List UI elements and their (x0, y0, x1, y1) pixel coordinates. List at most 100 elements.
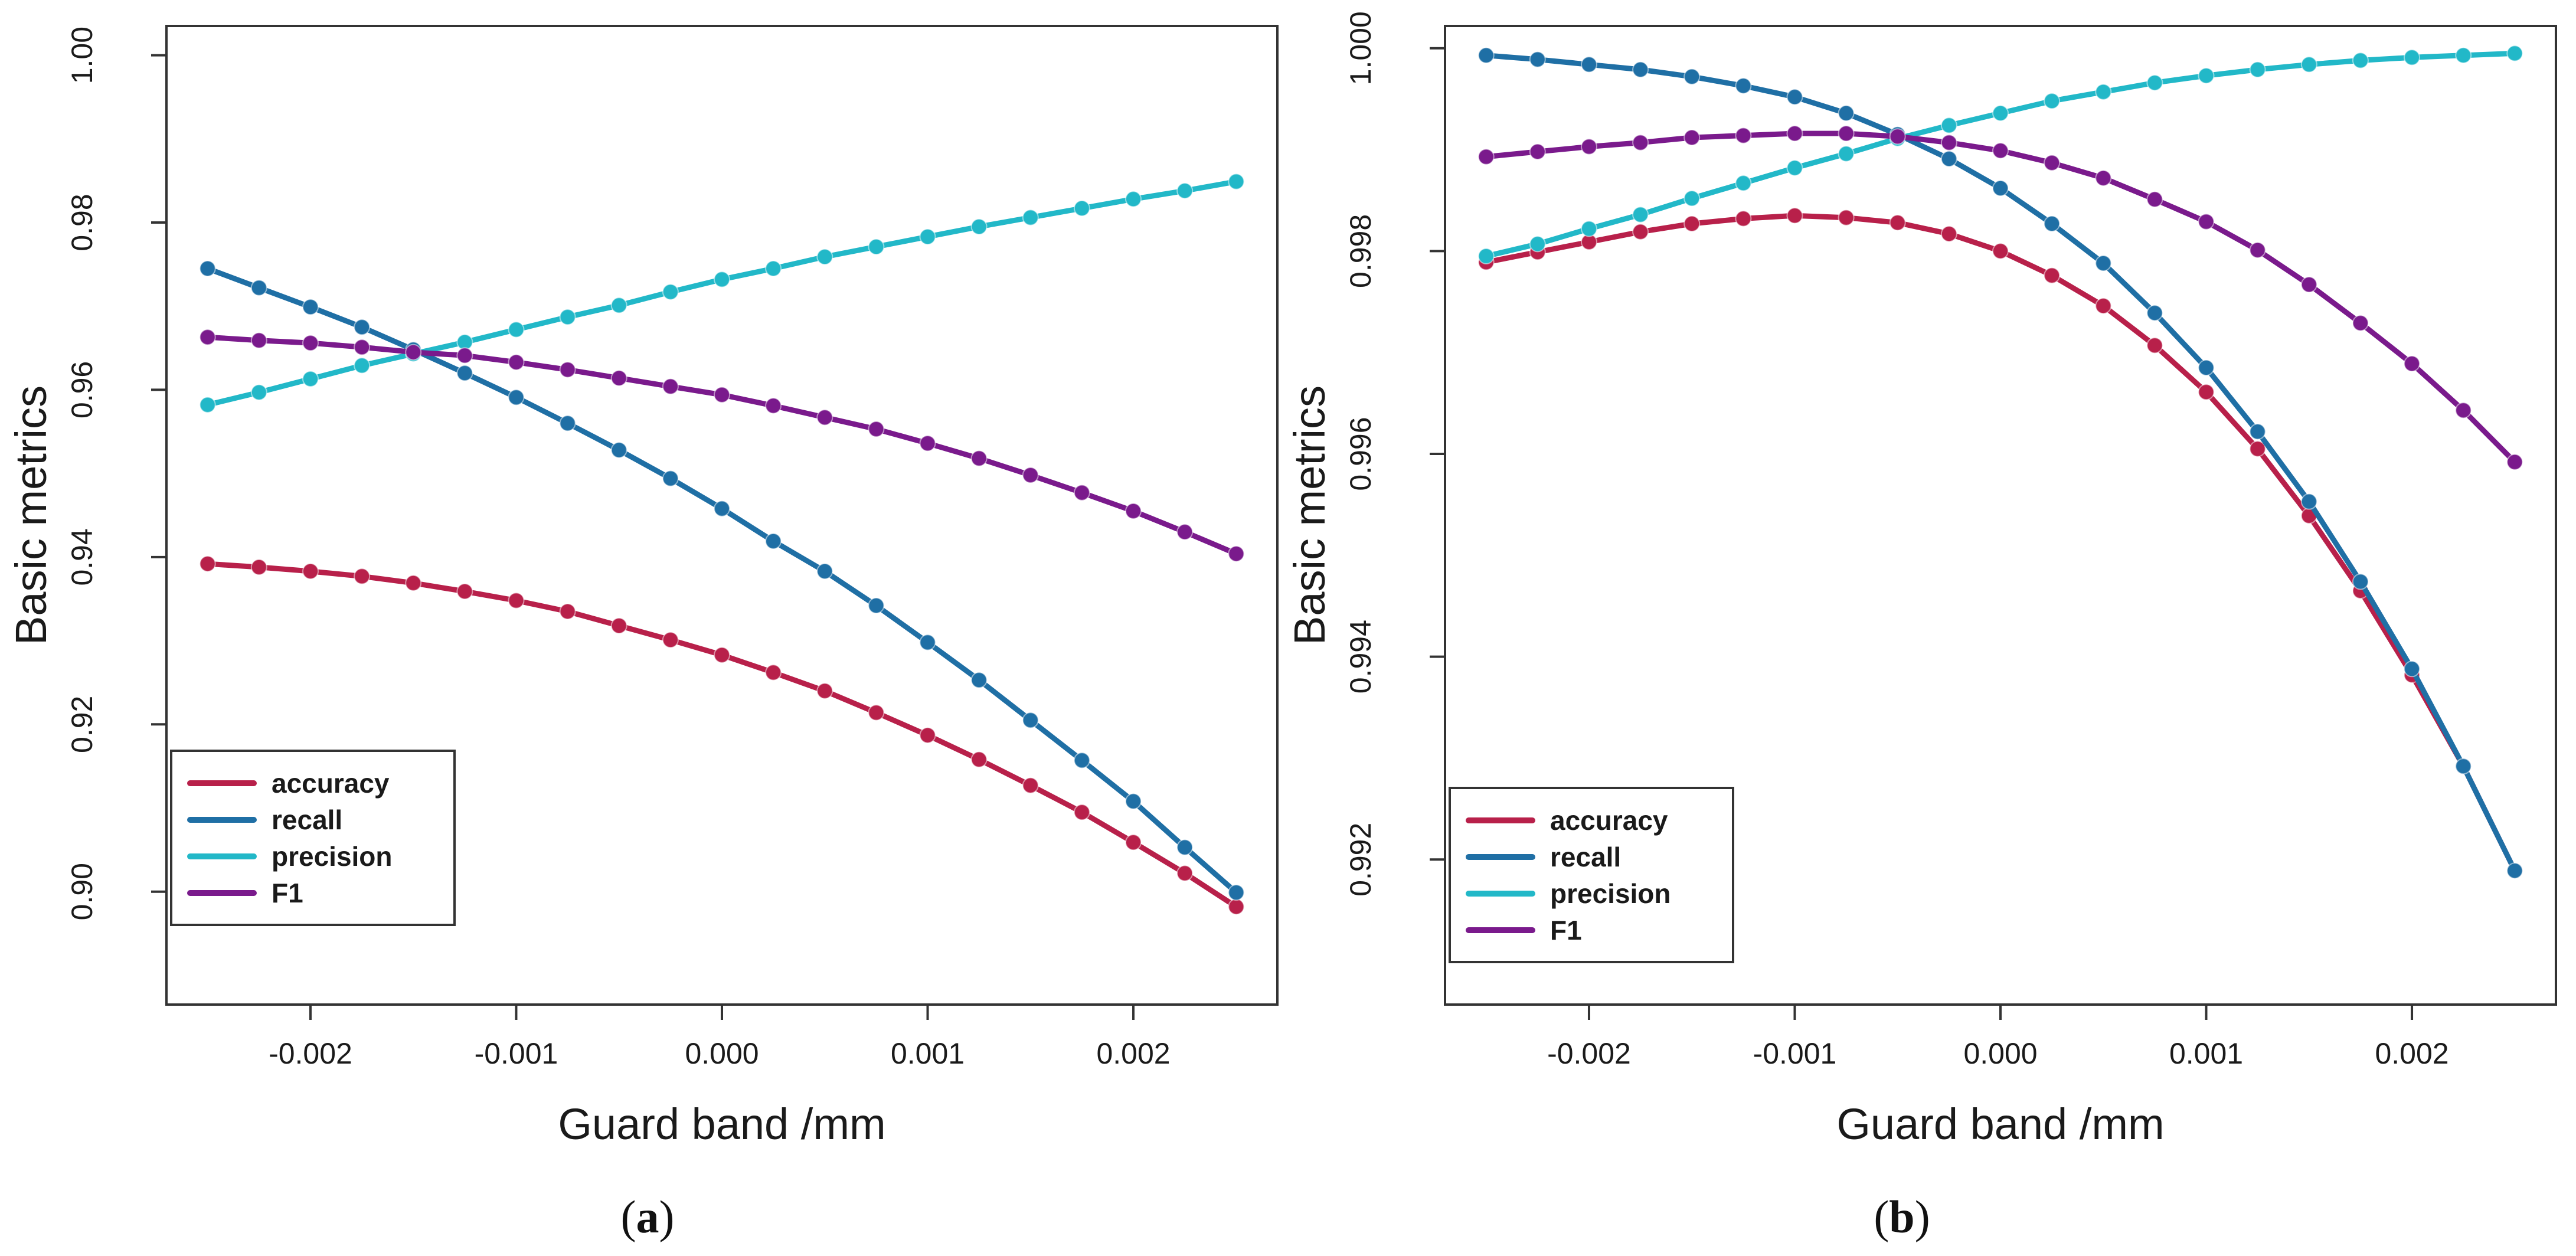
y-tick-label: 0.94 (66, 528, 99, 586)
legend-label: accuracy (1550, 805, 1668, 836)
data-point (1992, 142, 2009, 159)
data-point (1529, 51, 1546, 68)
data-point (1022, 712, 1039, 729)
data-point (354, 357, 371, 374)
data-point (1228, 884, 1245, 901)
chart-panel-a: -0.002 -0.001 0.000 0.001 0.002 0.90 0.92 0.94… (6, 25, 1279, 1242)
data-point (2455, 47, 2472, 64)
data-point (1838, 209, 1855, 226)
data-point (199, 555, 216, 573)
data-point (1992, 243, 2009, 260)
data-point (2095, 169, 2112, 187)
data-point (2455, 758, 2472, 775)
data-point (2300, 493, 2317, 510)
data-point (2249, 440, 2266, 457)
data-point (714, 271, 730, 288)
y-tick-label: 1.00 (66, 27, 99, 84)
legend-label: F1 (1550, 915, 1582, 946)
data-point (1683, 129, 1701, 146)
series-precision (199, 173, 1245, 413)
data-point (1477, 148, 1495, 165)
data-point (2300, 276, 2317, 293)
data-point (2198, 67, 2215, 84)
data-point (199, 329, 216, 346)
data-point (1176, 524, 1194, 541)
x-tick-label: 0.002 (2375, 1037, 2448, 1070)
series-layer (199, 173, 1245, 915)
data-point (1022, 209, 1039, 226)
data-point (610, 369, 627, 387)
data-point (1632, 206, 1649, 223)
chart-panel-b: -0.002 -0.001 0.000 0.001 0.002 0.9920.9940.… (1285, 11, 2557, 1242)
y-axis-title: Basic metrics (6, 385, 55, 645)
data-point (714, 386, 730, 403)
y-axis: 0.90 0.92 0.94 0.96 0.98 1.00 (66, 27, 166, 920)
data-point (1786, 89, 1803, 106)
data-point (354, 339, 371, 356)
series-recall (1477, 47, 2523, 879)
data-point (714, 646, 730, 663)
data-point (1581, 138, 1597, 155)
data-point (919, 228, 936, 246)
data-point (1125, 191, 1142, 208)
data-point (1940, 225, 1957, 243)
data-point (816, 409, 833, 426)
data-point (2249, 61, 2266, 78)
data-point (1838, 125, 1855, 142)
data-point (1632, 134, 1649, 151)
x-tick-label: 0.002 (1096, 1037, 1170, 1070)
data-point (302, 562, 319, 580)
data-point (1786, 159, 1803, 176)
data-point (250, 558, 267, 575)
data-point (1477, 248, 1495, 264)
legend-label: accuracy (272, 768, 390, 799)
data-point (2300, 56, 2317, 73)
data-point (868, 238, 885, 256)
data-point (456, 583, 473, 600)
data-point (868, 704, 885, 721)
y-tick-label: 0.98 (66, 194, 99, 251)
data-point (1735, 127, 1752, 144)
data-point (302, 335, 319, 352)
data-point (2044, 215, 2061, 232)
data-point (1683, 215, 1701, 232)
data-point (919, 435, 936, 452)
data-point (2095, 297, 2112, 315)
x-axis-title: Guard band /mm (558, 1100, 885, 1149)
data-point (765, 664, 782, 681)
data-point (1125, 834, 1142, 851)
data-point (2044, 93, 2061, 110)
data-point (1735, 210, 1752, 227)
data-point (1940, 117, 1957, 134)
data-point (559, 603, 576, 620)
data-point (970, 751, 988, 768)
data-point (714, 500, 730, 517)
data-point (610, 617, 627, 634)
series-f1 (199, 329, 1245, 562)
data-point (1683, 68, 1701, 85)
data-point (1176, 839, 1194, 856)
y-tick-label: 0.992 (1344, 823, 1377, 897)
series-layer (1477, 45, 2523, 879)
data-point (919, 634, 936, 651)
data-point (2146, 305, 2163, 322)
y-axis: 0.992 0.994 0.996 0.998 1.000 (1344, 11, 1445, 897)
series-accuracy (199, 555, 1245, 915)
data-point (199, 396, 216, 413)
data-point (559, 309, 576, 326)
data-point (2146, 337, 2163, 354)
data-point (1992, 104, 2009, 122)
data-point (868, 597, 885, 614)
legend-label: recall (272, 804, 342, 835)
data-point (2146, 191, 2163, 208)
legend-label: precision (272, 841, 393, 872)
data-point (250, 279, 267, 296)
data-point (970, 450, 988, 467)
data-point (919, 727, 936, 744)
data-point (302, 299, 319, 316)
x-axis-title: Guard band /mm (1836, 1100, 2164, 1149)
y-tick-label: 0.994 (1344, 620, 1377, 694)
data-point (456, 347, 473, 364)
data-point (1940, 134, 1957, 151)
